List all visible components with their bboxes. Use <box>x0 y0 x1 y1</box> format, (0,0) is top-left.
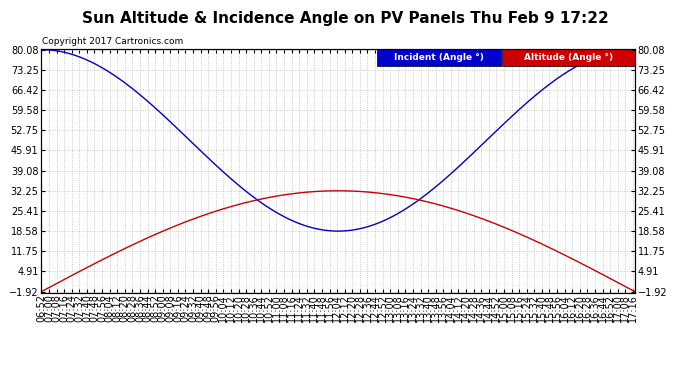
Text: Sun Altitude & Incidence Angle on PV Panels Thu Feb 9 17:22: Sun Altitude & Incidence Angle on PV Pan… <box>81 11 609 26</box>
FancyBboxPatch shape <box>377 49 501 66</box>
Text: Copyright 2017 Cartronics.com: Copyright 2017 Cartronics.com <box>42 38 184 46</box>
Text: Incident (Angle °): Incident (Angle °) <box>394 53 484 62</box>
Text: Altitude (Angle °): Altitude (Angle °) <box>524 53 613 62</box>
FancyBboxPatch shape <box>502 49 635 66</box>
